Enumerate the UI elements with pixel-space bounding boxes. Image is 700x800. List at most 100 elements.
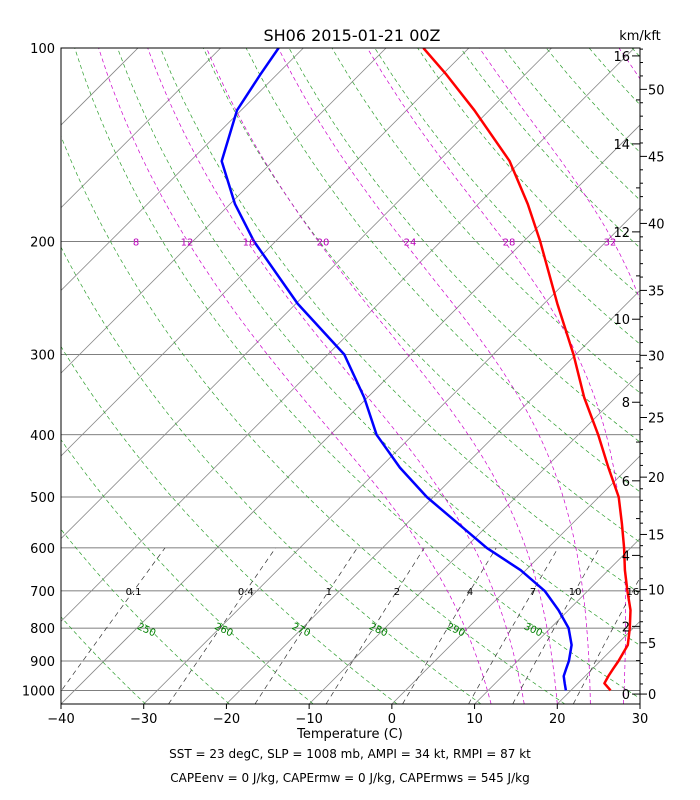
dry-adiabat-line bbox=[74, 48, 640, 699]
kft-tick-label: 5 bbox=[648, 637, 656, 652]
isotherm-line bbox=[61, 48, 470, 457]
mixing-ratio-label: 16 bbox=[627, 587, 640, 598]
theta-label: 250 bbox=[135, 621, 157, 639]
dry-adiabat-line bbox=[61, 702, 62, 704]
kft-tick-label: 50 bbox=[648, 83, 665, 98]
mixing-ratio-line bbox=[61, 547, 166, 692]
kft-tick-label: 10 bbox=[648, 584, 665, 599]
kft-tick-label: 15 bbox=[648, 528, 665, 543]
km-tick-label: 10 bbox=[613, 313, 630, 328]
mixing-ratio-label: 4 bbox=[467, 587, 473, 598]
theta-label: 260 bbox=[213, 621, 235, 639]
moist-adiabat-label: 32 bbox=[604, 237, 617, 248]
isobar-lines bbox=[61, 48, 640, 691]
theta-label: 280 bbox=[367, 621, 389, 639]
mixing-ratio-line bbox=[325, 547, 425, 704]
isotherm-line bbox=[474, 538, 640, 704]
mixing-ratio-line bbox=[168, 547, 276, 704]
dry-adiabat-line bbox=[117, 48, 640, 646]
pressure-tick-label: 600 bbox=[30, 542, 55, 557]
moist-adiabat-label: 8 bbox=[133, 237, 139, 248]
isotherm-line bbox=[61, 48, 552, 540]
mixing-ratio-label: 10 bbox=[569, 587, 582, 598]
isotherm-line bbox=[143, 207, 640, 704]
dry-adiabat-line bbox=[61, 528, 230, 704]
dry-adiabat-line bbox=[631, 48, 640, 58]
isotherm-line bbox=[61, 48, 635, 622]
dry-adiabat-line bbox=[417, 48, 640, 297]
profile-temperature bbox=[422, 48, 632, 692]
pressure-tick-label: 700 bbox=[30, 585, 55, 600]
kft-tick-label: 20 bbox=[648, 471, 665, 486]
pressure-tick-label: 400 bbox=[30, 429, 55, 444]
km-tick-label: 16 bbox=[613, 50, 630, 65]
mixing-ratio-lines bbox=[61, 547, 640, 704]
isotherm-line bbox=[61, 48, 387, 374]
moist-adiabat-label: 28 bbox=[503, 237, 516, 248]
chart-title: SH06 2015-01-21 00Z bbox=[263, 26, 440, 45]
kft-tick-label: 35 bbox=[648, 284, 665, 299]
kft-tick-label: 40 bbox=[648, 217, 665, 232]
x-tick-label: 30 bbox=[632, 712, 649, 727]
x-tick-label: 10 bbox=[466, 712, 483, 727]
x-tick-label: −10 bbox=[295, 712, 322, 727]
dry-adiabat-line bbox=[61, 246, 482, 704]
isotherm-line bbox=[61, 48, 221, 209]
pressure-tick-label: 300 bbox=[30, 348, 55, 363]
dry-adiabat-line bbox=[61, 345, 398, 704]
dry-adiabat-line bbox=[61, 135, 566, 704]
isotherm-line bbox=[308, 372, 640, 704]
isotherm-line bbox=[639, 703, 640, 704]
moist-adiabat-label: 20 bbox=[317, 237, 330, 248]
moist-adiabat-line bbox=[479, 48, 640, 301]
footer-line-1: SST = 23 degC, SLP = 1008 mb, AMPI = 34 … bbox=[169, 747, 531, 761]
height-units-label: km/kft bbox=[619, 29, 661, 44]
dry-adiabat-line bbox=[245, 48, 640, 493]
km-tick-label: 14 bbox=[613, 138, 630, 153]
km-tick-label: 12 bbox=[613, 226, 630, 241]
dry-adiabat-line bbox=[460, 48, 640, 249]
km-tick-label: 4 bbox=[622, 549, 630, 564]
dry-adiabat-line bbox=[374, 48, 640, 345]
pressure-tick-label: 1000 bbox=[22, 684, 55, 699]
mixing-ratio-line bbox=[512, 547, 600, 704]
isotherm-line bbox=[61, 124, 640, 704]
mixing-ratio-label: 1 bbox=[326, 587, 332, 598]
pressure-tick-label: 800 bbox=[30, 622, 55, 637]
kft-tick-label: 25 bbox=[648, 412, 665, 427]
mixing-ratio-label: 7 bbox=[530, 587, 536, 598]
isotherm-line bbox=[61, 48, 304, 291]
mixing-ratio-label: 2 bbox=[394, 587, 400, 598]
pressure-tick-label: 100 bbox=[30, 42, 55, 57]
moist-adiabat-label: 24 bbox=[404, 237, 417, 248]
moist-adiabat-line bbox=[147, 48, 525, 704]
moist-adiabat-label: 12 bbox=[181, 237, 194, 248]
mixing-ratio-line bbox=[572, 576, 640, 704]
x-tick-label: −40 bbox=[47, 712, 74, 727]
mixing-ratio-label: 0.1 bbox=[126, 587, 142, 598]
x-tick-label: −20 bbox=[213, 712, 240, 727]
moist-adiabat-line bbox=[98, 48, 492, 704]
pressure-tick-label: 900 bbox=[30, 655, 55, 670]
x-tick-label: 0 bbox=[388, 712, 396, 727]
kft-tick-label: 45 bbox=[648, 150, 665, 165]
isotherm-lines bbox=[0, 48, 640, 704]
pressure-tick-label: 500 bbox=[30, 491, 55, 506]
kft-tick-label: 30 bbox=[648, 349, 665, 364]
isotherm-line bbox=[0, 48, 55, 704]
kft-tick-label: 0 bbox=[648, 688, 656, 703]
moist-adiabat-line bbox=[618, 48, 640, 80]
moist-adiabat-line bbox=[206, 48, 558, 704]
km-tick-label: 8 bbox=[622, 396, 630, 411]
profile-dewpoint bbox=[220, 48, 573, 691]
moist-adiabat-label: 16 bbox=[243, 237, 256, 248]
x-tick-label: 20 bbox=[549, 712, 566, 727]
x-tick-label: −30 bbox=[130, 712, 157, 727]
isotherm-line bbox=[226, 289, 640, 704]
dry-adiabat-line bbox=[61, 616, 146, 704]
dry-adiabat-line bbox=[588, 48, 640, 106]
sounding-profiles bbox=[220, 48, 632, 692]
